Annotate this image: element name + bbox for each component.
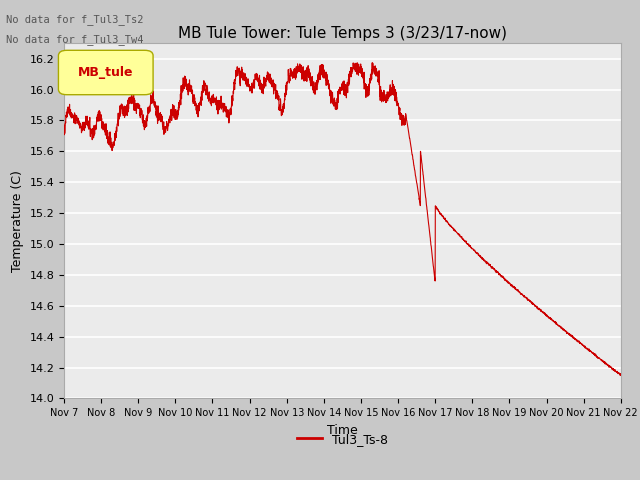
Text: No data for f_Tul3_Ts2: No data for f_Tul3_Ts2 bbox=[6, 14, 144, 25]
Legend: Tul3_Ts-8: Tul3_Ts-8 bbox=[292, 428, 393, 451]
Text: MB_tule: MB_tule bbox=[78, 66, 134, 79]
Title: MB Tule Tower: Tule Temps 3 (3/23/17-now): MB Tule Tower: Tule Temps 3 (3/23/17-now… bbox=[178, 25, 507, 41]
Y-axis label: Temperature (C): Temperature (C) bbox=[11, 170, 24, 272]
Text: No data for f_Tul3_Tw4: No data for f_Tul3_Tw4 bbox=[6, 34, 144, 45]
FancyBboxPatch shape bbox=[58, 50, 153, 95]
X-axis label: Time: Time bbox=[327, 424, 358, 437]
